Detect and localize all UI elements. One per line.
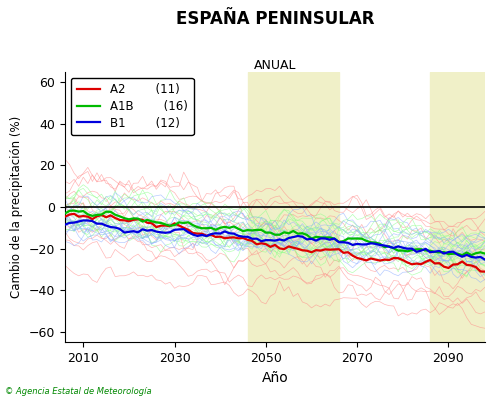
Legend: A2        (11), A1B        (16), B1        (12): A2 (11), A1B (16), B1 (12) <box>71 78 194 135</box>
Y-axis label: Cambio de la precipitación (%): Cambio de la precipitación (%) <box>10 116 24 298</box>
X-axis label: Año: Año <box>262 371 288 384</box>
Bar <box>248 72 339 342</box>
Bar <box>430 72 485 342</box>
Title: ANUAL: ANUAL <box>254 59 296 72</box>
Text: © Agencia Estatal de Meteorología: © Agencia Estatal de Meteorología <box>5 387 152 396</box>
Text: ESPAÑA PENINSULAR: ESPAÑA PENINSULAR <box>176 10 374 28</box>
